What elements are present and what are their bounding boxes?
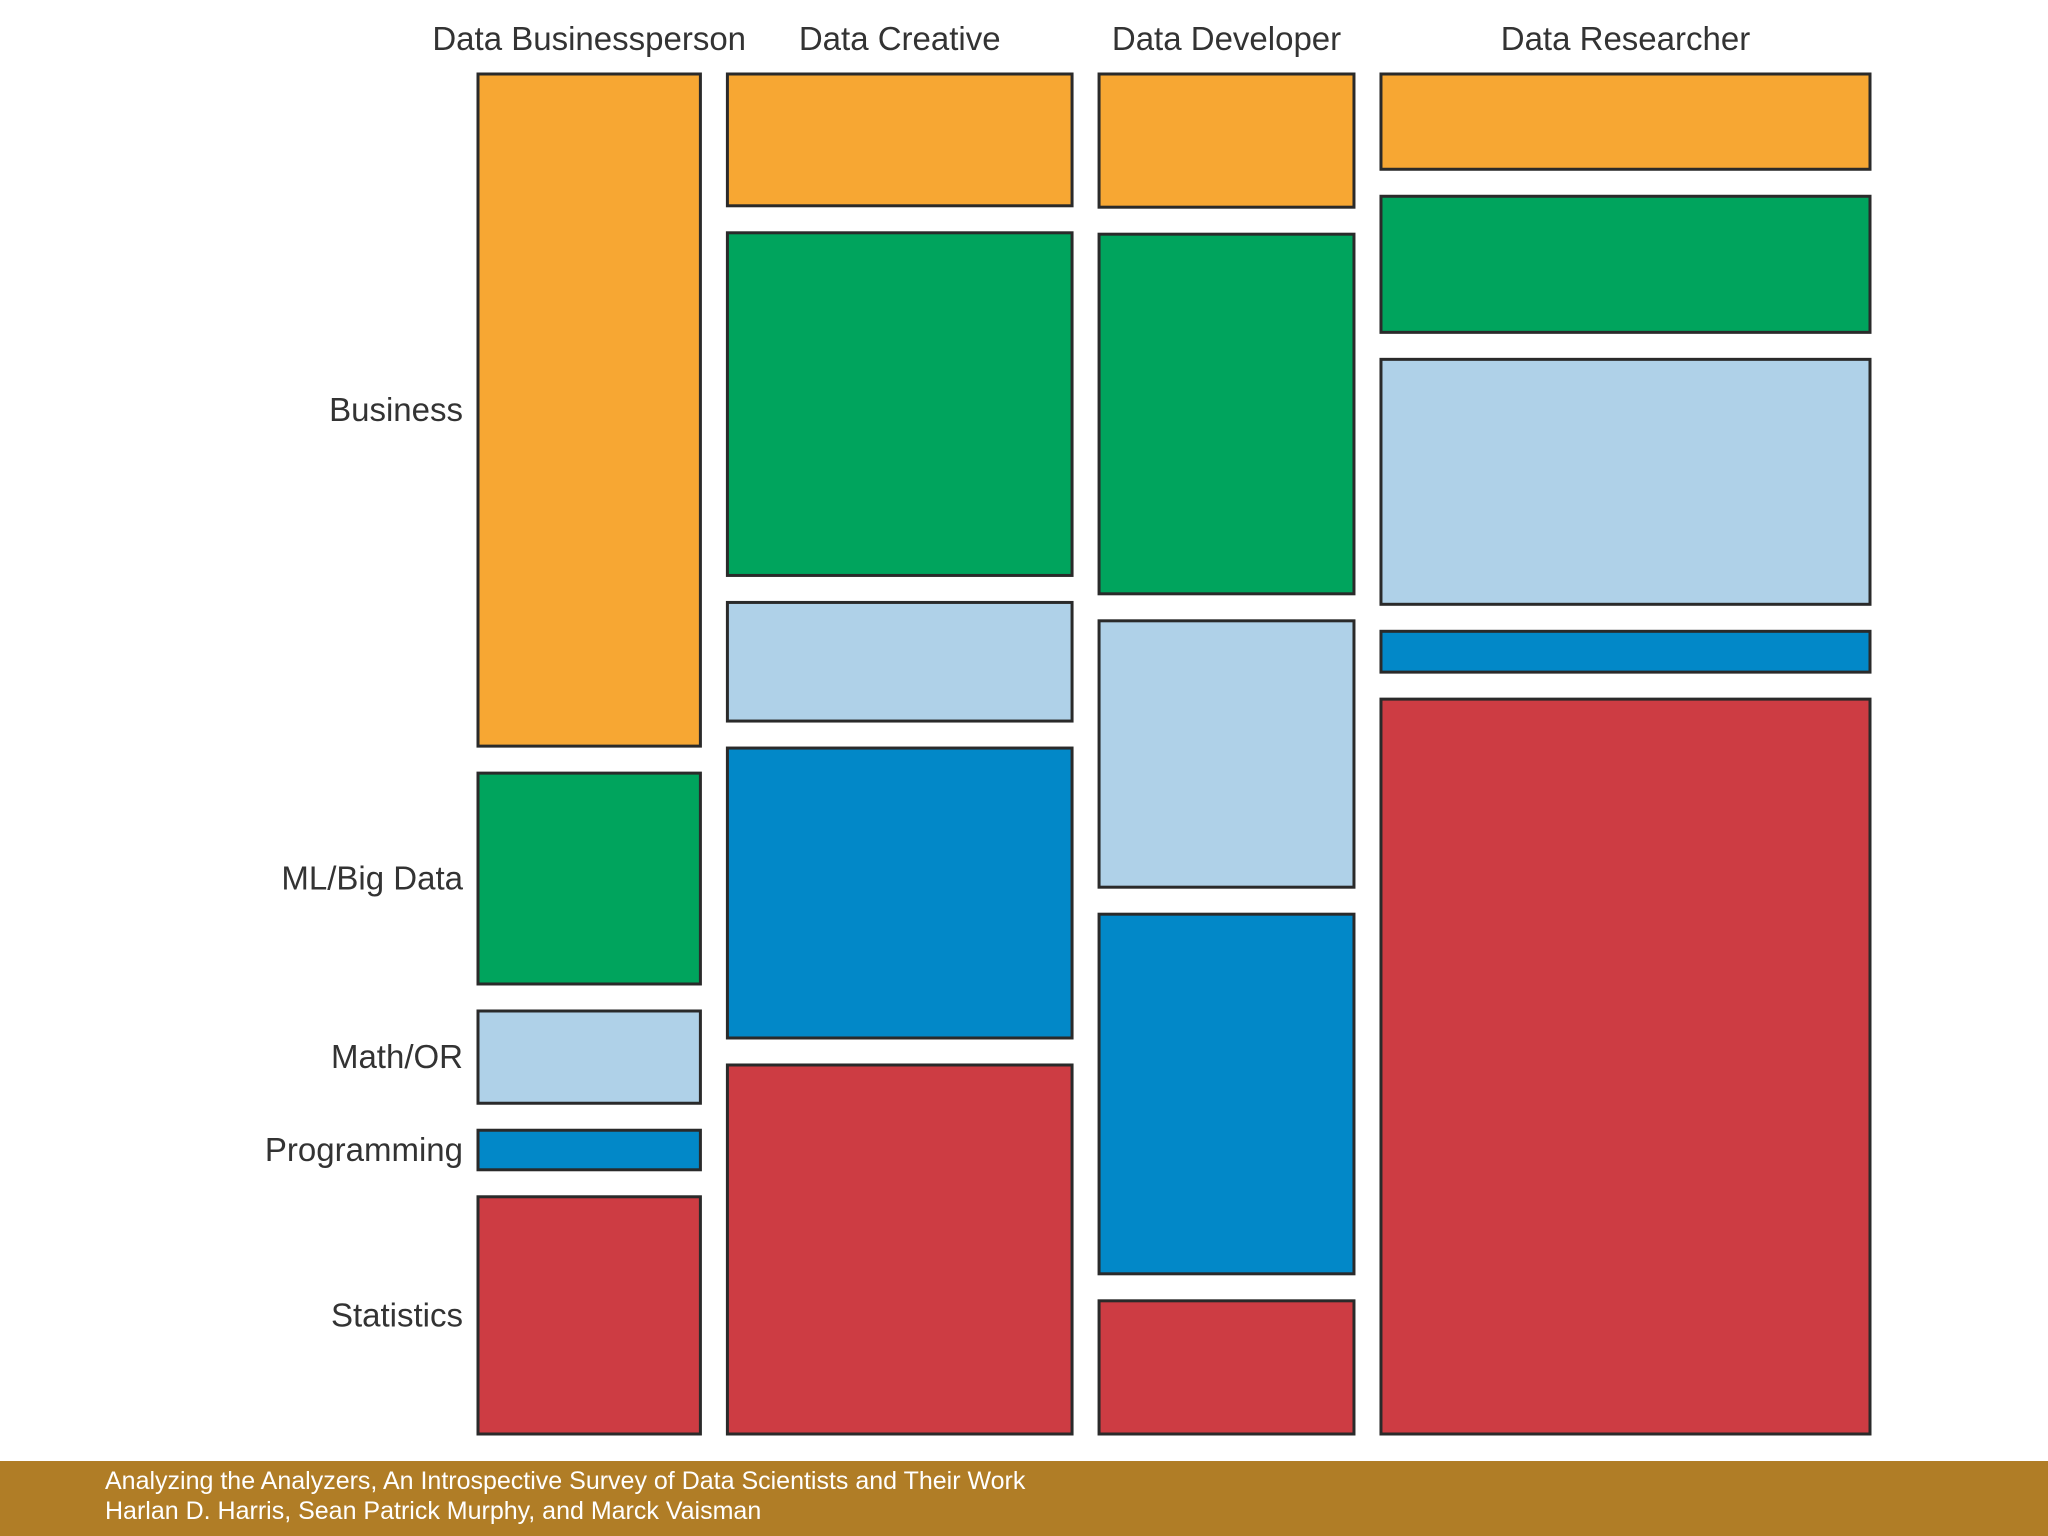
row-label-ml-big-data: ML/Big Data <box>281 860 463 897</box>
tile-data-researcher-math-or <box>1379 357 1872 606</box>
column-label-data-researcher: Data Researcher <box>1501 20 1750 57</box>
citation-title: Analyzing the Analyzers, An Introspectiv… <box>105 1467 1026 1495</box>
tile-data-researcher-programming <box>1379 629 1872 674</box>
tile-data-developer-business <box>1097 72 1356 209</box>
tile-data-creative-programming <box>725 746 1074 1040</box>
tile-data-developer-math-or <box>1097 619 1356 889</box>
tile-data-businessperson-math-or <box>476 1009 702 1105</box>
citation-authors: Harlan D. Harris, Sean Patrick Murphy, a… <box>105 1497 762 1525</box>
tile-data-researcher-ml-big-data <box>1379 194 1872 334</box>
tile-data-businessperson-ml-big-data <box>476 771 702 986</box>
tile-data-developer-statistics <box>1097 1299 1356 1436</box>
citation-footer: Analyzing the Analyzers, An Introspectiv… <box>0 1461 2048 1536</box>
tile-data-researcher-statistics <box>1379 697 1872 1436</box>
tile-data-businessperson-programming <box>476 1128 702 1172</box>
tile-data-developer-ml-big-data <box>1097 232 1356 596</box>
row-label-math-or: Math/OR <box>331 1038 463 1075</box>
tile-data-creative-statistics <box>725 1063 1074 1436</box>
tile-data-developer-programming <box>1097 912 1356 1276</box>
row-label-programming: Programming <box>265 1131 463 1168</box>
tile-data-researcher-business <box>1379 72 1872 171</box>
tile-data-businessperson-statistics <box>476 1195 702 1436</box>
column-label-data-businessperson: Data Businessperson <box>432 20 746 57</box>
tile-data-creative-ml-big-data <box>725 231 1074 577</box>
column-label-data-developer: Data Developer <box>1112 20 1341 57</box>
mosaic-chart-svg: Data Businessperson Data Creative Data Dev… <box>265 20 1872 1436</box>
column-label-data-creative: Data Creative <box>799 20 1001 57</box>
tile-data-creative-math-or <box>725 600 1074 723</box>
tile-data-creative-business <box>725 72 1074 208</box>
row-label-statistics: Statistics <box>331 1296 463 1333</box>
tile-data-businessperson-business <box>476 72 702 748</box>
row-label-business: Business <box>329 391 463 428</box>
